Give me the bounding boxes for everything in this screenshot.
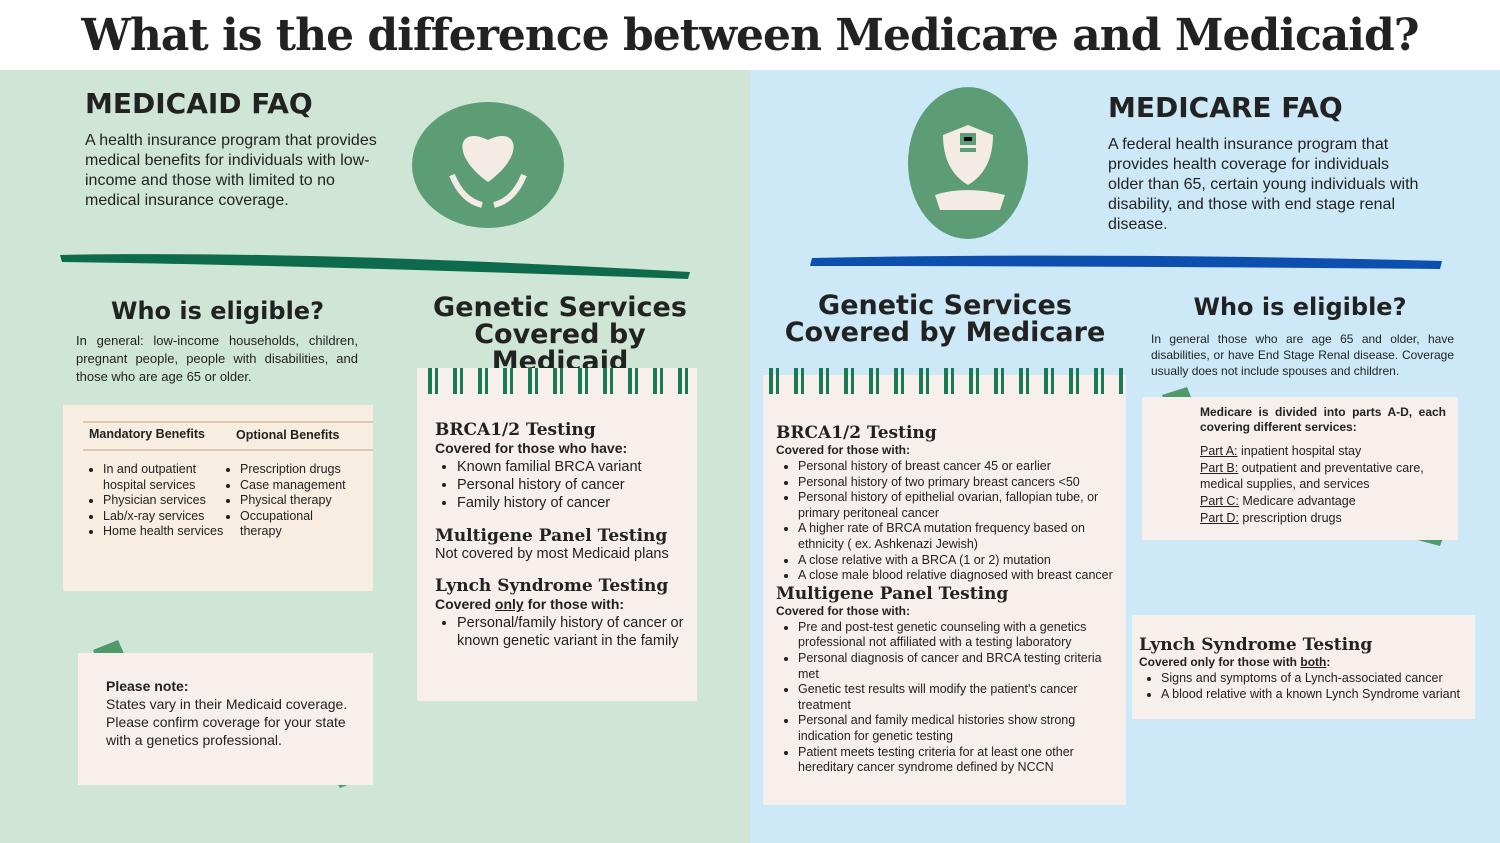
- list-item: Physician services: [103, 493, 231, 509]
- part-text: inpatient hospital stay: [1241, 444, 1362, 458]
- intro: Covered only for those with: [1139, 655, 1301, 669]
- heading: BRCA1/2 Testing: [435, 420, 596, 440]
- list-item: Home health services: [103, 524, 231, 540]
- list-item: Case management: [240, 478, 358, 494]
- part-row: Part C: Medicare advantage: [1200, 493, 1446, 509]
- rings: [422, 368, 692, 394]
- list-item: A higher rate of BRCA mutation frequency…: [798, 521, 1116, 552]
- list-item: A close male blood relative diagnosed wi…: [798, 568, 1116, 584]
- title-line: Genetic Services: [433, 292, 687, 323]
- intro: Covered for those with:: [776, 603, 911, 618]
- text: Not covered by most Medicaid plans: [435, 546, 669, 562]
- list-item: Known familial BRCA variant: [457, 458, 685, 476]
- part-text: prescription drugs: [1242, 511, 1342, 525]
- intro: Covered: [435, 596, 495, 612]
- list: Pre and post-test genetic counseling wit…: [776, 620, 1116, 776]
- optional-list: Prescription drugsCase managementPhysica…: [218, 462, 358, 540]
- list-item: Personal history of cancer: [457, 476, 685, 494]
- intro: for those with:: [523, 596, 625, 612]
- list-item: Family history of cancer: [457, 494, 685, 512]
- list-item: A blood relative with a known Lynch Synd…: [1161, 687, 1469, 703]
- part-row: Part A: inpatient hospital stay: [1200, 443, 1446, 459]
- intro: :: [1326, 655, 1331, 669]
- mandatory-list: In and outpatient hospital servicesPhysi…: [81, 462, 231, 540]
- medicare-faq-title: MEDICARE FAQ: [1108, 91, 1343, 124]
- medicaid-eligible-title: Who is eligible?: [110, 297, 324, 325]
- rings: [763, 368, 1126, 394]
- list-item: In and outpatient hospital services: [103, 462, 231, 493]
- intro: Covered for those who have:: [435, 440, 628, 456]
- parts-intro: Medicare is divided into parts A-D, each…: [1200, 405, 1446, 434]
- heading: Lynch Syndrome Testing: [435, 576, 669, 596]
- intro-emph: only: [494, 596, 524, 612]
- medicaid-services-title: Genetic Services Covered by Medicaid: [405, 294, 715, 375]
- medicare-services-title: Genetic Services Covered by Medicare: [770, 292, 1120, 346]
- list-item: Personal history of breast cancer 45 or …: [798, 459, 1116, 475]
- medicare-eligible-title: Who is eligible?: [1193, 293, 1407, 321]
- list: Personal/family history of cancer or kno…: [435, 614, 685, 650]
- medicare-faq-text: A federal health insurance program that …: [1108, 136, 1419, 233]
- list-item: Personal history of epithelial ovarian, …: [798, 490, 1116, 521]
- list-item: Pre and post-test genetic counseling wit…: [798, 620, 1116, 651]
- part-text: outpatient and preventative care, medica…: [1200, 461, 1424, 491]
- note-title: Please note:: [106, 678, 189, 694]
- part-label: Part D:: [1200, 511, 1239, 525]
- part-label: Part C:: [1200, 494, 1239, 508]
- medicare-services-card: BRCA1/2 Testing Covered for those with: …: [763, 368, 1126, 805]
- title: What is the difference between Medicare …: [0, 0, 1500, 70]
- list-item: Personal and family medical histories sh…: [798, 713, 1116, 744]
- note-card: Please note: States vary in their Medica…: [78, 653, 373, 785]
- list-item: Prescription drugs: [240, 462, 358, 478]
- medicaid-faq-title: MEDICAID FAQ: [85, 87, 313, 120]
- list-item: Genetic test results will modify the pat…: [798, 682, 1116, 713]
- heading: BRCA1/2 Testing: [776, 423, 937, 443]
- parts-list: Part A: inpatient hospital stay Part B: o…: [1200, 443, 1446, 526]
- list-item: Physical therapy: [240, 493, 358, 509]
- medicaid-faq-text: A health insurance program that provides…: [85, 132, 377, 209]
- part-label: Part B:: [1200, 461, 1239, 475]
- list-item: Lab/x-ray services: [103, 509, 231, 525]
- part-row: Part D: prescription drugs: [1200, 510, 1446, 526]
- lynch-card: Lynch Syndrome Testing Covered only for …: [1132, 615, 1475, 719]
- part-text: Medicare advantage: [1242, 494, 1356, 508]
- part-label: Part A:: [1200, 444, 1238, 458]
- title-line: Covered by Medicaid: [474, 319, 646, 377]
- medicaid-eligible-text: In general: low-income households, child…: [76, 333, 358, 384]
- intro-emph: both: [1300, 655, 1327, 669]
- list-item: Signs and symptoms of a Lynch-associated…: [1161, 671, 1469, 687]
- heading: Multigene Panel Testing: [776, 583, 1009, 604]
- medicare-eligible-text: In general those who are age 65 and olde…: [1151, 332, 1454, 378]
- optional-title: Optional Benefits: [236, 428, 340, 442]
- mandatory-title: Mandatory Benefits: [89, 427, 205, 441]
- list-item: Personal history of two primary breast c…: [798, 475, 1116, 491]
- title-line: Genetic Services: [818, 290, 1072, 321]
- parts-card: Medicare is divided into parts A-D, each…: [1142, 397, 1458, 540]
- medicaid-services-card: BRCA1/2 Testing Covered for those who ha…: [417, 368, 697, 701]
- intro: Covered for those with:: [776, 443, 911, 457]
- list-item: A close relative with a BRCA (1 or 2) mu…: [798, 553, 1116, 569]
- benefits-card: Mandatory Benefits Optional Benefits In …: [63, 405, 373, 591]
- list-item: Personal diagnosis of cancer and BRCA te…: [798, 651, 1116, 682]
- list: Personal history of breast cancer 45 or …: [776, 459, 1116, 584]
- list-item: Occupational therapy: [240, 509, 358, 540]
- list-item: Patient meets testing criteria for at le…: [798, 745, 1116, 776]
- list: Known familial BRCA variantPersonal hist…: [435, 458, 685, 512]
- note-text: States vary in their Medicaid coverage. …: [106, 696, 348, 748]
- list: Signs and symptoms of a Lynch-associated…: [1139, 671, 1469, 702]
- part-row: Part B: outpatient and preventative care…: [1200, 460, 1446, 492]
- title-line: Covered by Medicare: [784, 317, 1106, 348]
- heading: Lynch Syndrome Testing: [1139, 635, 1373, 655]
- heading: Multigene Panel Testing: [435, 526, 668, 546]
- list-item: Personal/family history of cancer or kno…: [457, 614, 685, 650]
